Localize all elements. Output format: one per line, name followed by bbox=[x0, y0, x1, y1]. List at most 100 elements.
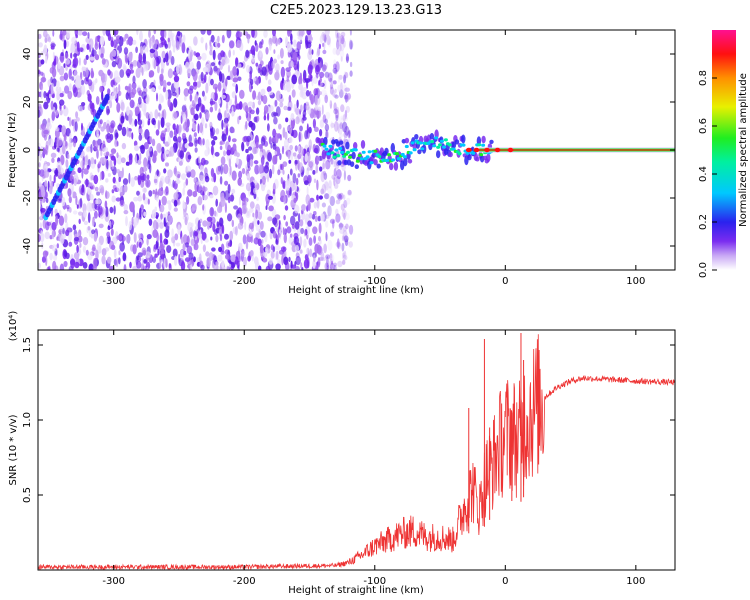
spectrogram-noise-cell bbox=[186, 196, 190, 205]
spectrogram-noise-cell bbox=[228, 49, 232, 58]
spectrogram-noise-cell bbox=[123, 204, 128, 211]
spectrogram-noise-cell bbox=[161, 146, 165, 154]
spectrogram-noise-cell bbox=[255, 62, 259, 67]
spectrogram-noise-cell bbox=[238, 242, 243, 251]
spectrogram-noise-cell bbox=[51, 244, 57, 252]
spectrogram-noise-cell bbox=[51, 221, 57, 231]
spectrogram-noise-cell bbox=[329, 83, 334, 90]
spectrogram-noise-cell bbox=[234, 94, 237, 106]
spectrogram-noise-cell bbox=[90, 157, 95, 165]
spectrogram-noise-cell bbox=[280, 60, 284, 65]
spectrogram-noise-cell bbox=[96, 148, 99, 159]
spectrogram-noise-cell bbox=[240, 251, 246, 257]
spectrogram-noise-cell bbox=[110, 120, 116, 129]
spectrogram-noise-cell bbox=[290, 152, 294, 161]
spectrogram-noise-cell bbox=[85, 67, 89, 78]
spectrogram-noise-cell bbox=[213, 172, 217, 183]
spectrogram-noise-cell bbox=[164, 175, 170, 185]
spectrogram-noise-cell bbox=[105, 206, 109, 218]
spectrogram-ytick-label: 0 bbox=[22, 147, 33, 153]
spectrogram-noise-cell bbox=[297, 213, 301, 223]
spectrogram-noise-cell bbox=[80, 160, 85, 169]
spectrogram-noise-cell bbox=[204, 175, 210, 183]
spectrogram-noise-cell bbox=[163, 79, 167, 91]
spectrogram-noise-cell bbox=[195, 94, 198, 100]
spectrogram-signal-halo bbox=[345, 141, 350, 150]
spectrogram-noise-cell bbox=[181, 42, 186, 54]
spectrogram-noise-cell bbox=[48, 93, 52, 99]
spectrogram-noise-cell bbox=[209, 194, 214, 199]
spectrogram-noise-cell bbox=[87, 226, 91, 231]
spectrogram-noise-cell bbox=[224, 110, 227, 119]
spectrogram-noise-cell bbox=[343, 250, 347, 260]
spectrogram-noise-cell bbox=[329, 253, 333, 261]
spectrogram-noise-cell bbox=[183, 95, 187, 102]
spectrogram-noise-cell bbox=[161, 110, 165, 120]
spectrogram-noise-cell bbox=[271, 137, 276, 143]
spectrogram-noise-cell bbox=[109, 240, 114, 250]
spectrogram-signal-core bbox=[373, 149, 378, 153]
spectrogram-noise-cell bbox=[289, 144, 293, 151]
spectrogram-noise-cell bbox=[200, 71, 204, 82]
spectrogram-noise-cell bbox=[139, 110, 142, 120]
spectrogram-noise-cell bbox=[267, 152, 272, 162]
spectrogram-noise-cell bbox=[67, 116, 70, 121]
spectrogram-noise-cell bbox=[325, 70, 329, 80]
spectrogram-noise-cell bbox=[241, 204, 248, 215]
spectrogram-noise-cell bbox=[312, 226, 318, 235]
spectrogram-noise-cell bbox=[299, 236, 303, 247]
spectrogram-noise-cell bbox=[256, 257, 259, 267]
spectrogram-image bbox=[38, 30, 675, 270]
snr-ticks: -300 -200 -100 0 100 0.5 1.0 1.5 bbox=[22, 330, 675, 587]
spectrogram-noise-cell bbox=[208, 75, 211, 87]
spectrogram-noise-cell bbox=[125, 92, 130, 100]
spectrogram-signal-core bbox=[440, 139, 444, 143]
spectrogram-signal-core bbox=[438, 143, 442, 147]
spectrogram-noise-cell bbox=[226, 149, 231, 156]
spectrogram-noise-cell bbox=[95, 96, 100, 105]
spectrogram-noise-cell bbox=[65, 252, 70, 259]
spectrogram-noise-cell bbox=[227, 242, 232, 247]
spectrogram-noise-cell bbox=[275, 69, 280, 78]
spectrogram-noise-cell bbox=[134, 106, 140, 115]
spectrogram-noise-cell bbox=[126, 72, 130, 78]
spectrogram-noise-cell bbox=[180, 236, 184, 245]
spectrogram-signal-core bbox=[328, 144, 333, 148]
spectrogram-noise-cell bbox=[288, 159, 292, 164]
spectrogram-noise-cell bbox=[40, 71, 44, 76]
spectrogram-noise-cell bbox=[295, 106, 300, 115]
colorbar-tick-label: 0.2 bbox=[698, 214, 709, 230]
spectrogram-noise-cell bbox=[164, 43, 168, 49]
spectrogram-noise-cell bbox=[56, 147, 60, 152]
spectrogram-noise-cell bbox=[224, 249, 230, 255]
spectrogram-noise-cell bbox=[173, 255, 178, 266]
spectrogram-noise-cell bbox=[146, 237, 149, 246]
spectrogram-signal-core bbox=[430, 140, 435, 144]
spectrogram-noise-cell bbox=[160, 68, 164, 75]
spectrogram-noise-cell bbox=[51, 93, 55, 99]
spectrogram-noise-cell bbox=[325, 220, 329, 228]
spectrogram-noise-cell bbox=[273, 116, 278, 125]
spectrogram-noise-cell bbox=[42, 197, 45, 203]
spectrogram-noise-cell bbox=[166, 200, 172, 205]
spectrogram-noise-cell bbox=[98, 161, 102, 169]
spectrogram-noise-cell bbox=[339, 89, 344, 99]
spectrogram-noise-cell bbox=[91, 49, 97, 57]
spectrogram-noise-cell bbox=[54, 169, 59, 176]
spectrogram-noise-cell bbox=[61, 196, 66, 207]
spectrogram-noise-cell bbox=[322, 160, 327, 171]
spectrogram-noise-cell bbox=[215, 198, 218, 207]
snr-xtick-label: -300 bbox=[102, 576, 125, 587]
spectrogram-noise-cell bbox=[259, 50, 262, 58]
snr-line bbox=[38, 334, 675, 570]
spectrogram-noise-cell bbox=[334, 183, 339, 189]
spectrogram-noise-cell bbox=[38, 142, 41, 148]
spectrogram-noise-cell bbox=[193, 256, 196, 263]
spectrogram-signal-core bbox=[481, 143, 486, 147]
spectrogram-noise-cell bbox=[87, 187, 91, 195]
spectrogram-noise-cell bbox=[315, 163, 319, 174]
spectrogram-noise-cell bbox=[165, 187, 169, 193]
spectrogram-noise-cell bbox=[219, 62, 223, 70]
spectrogram-noise-cell bbox=[329, 86, 334, 95]
spectrogram-noise-cell bbox=[200, 157, 206, 166]
